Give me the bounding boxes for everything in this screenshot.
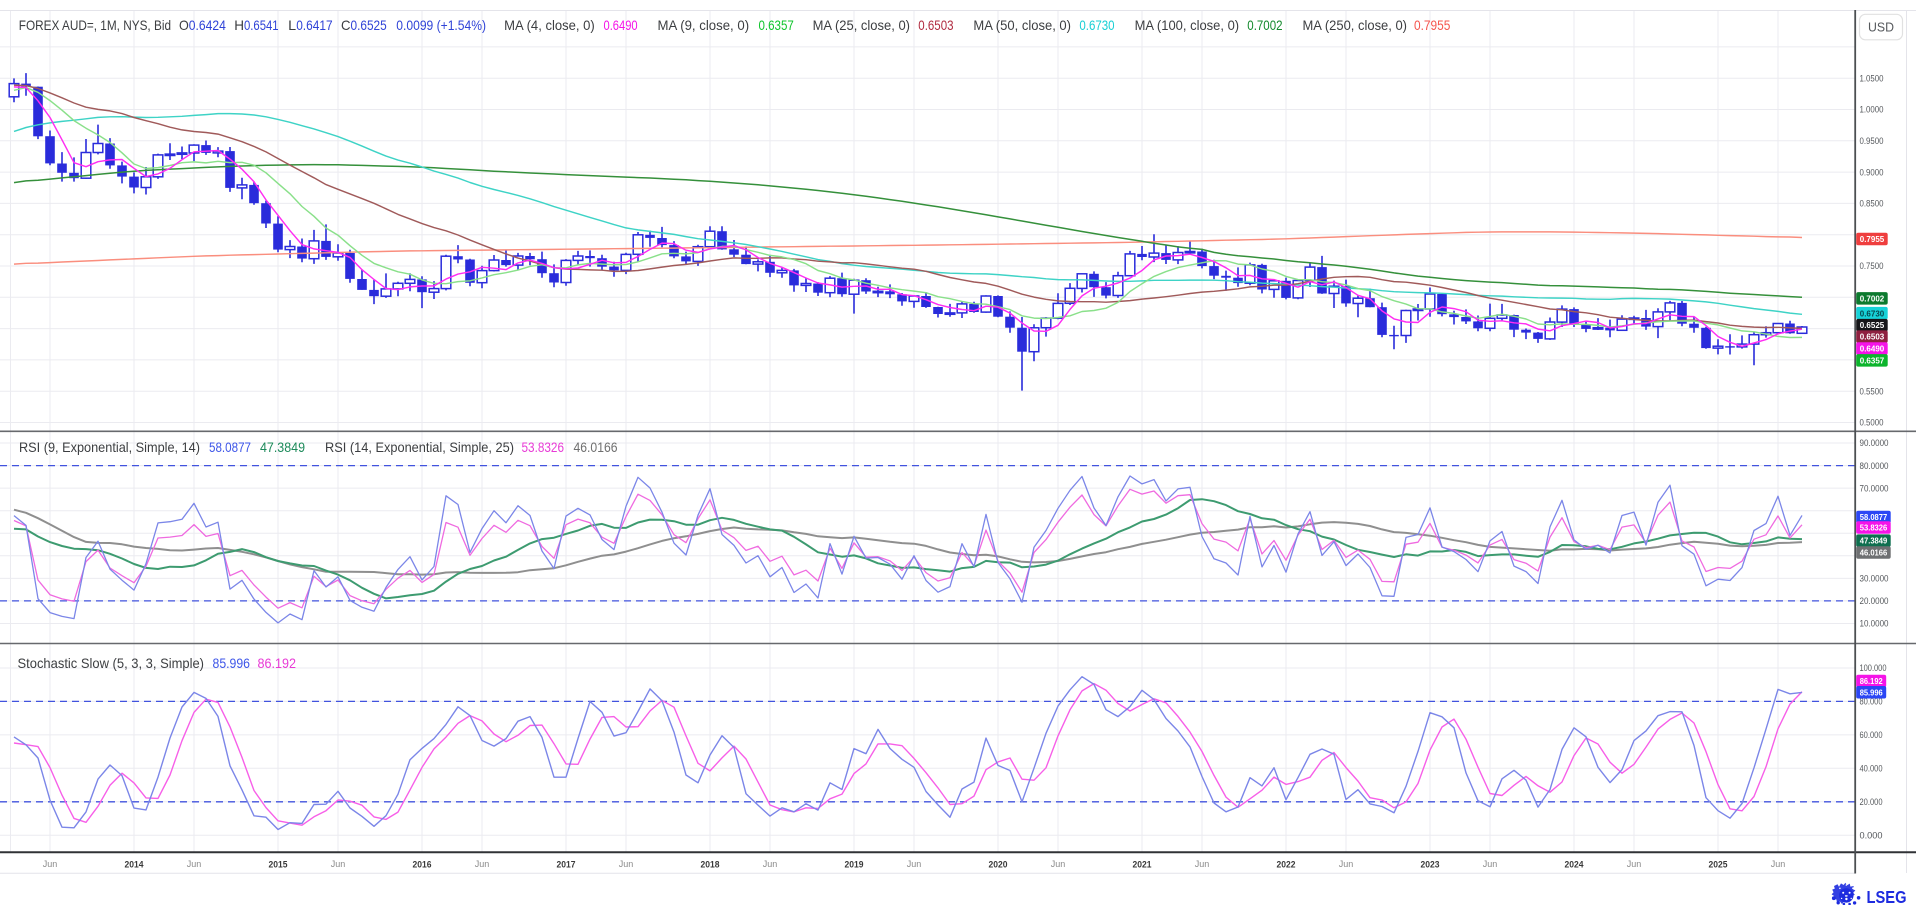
svg-text:0.6490: 0.6490 [604, 17, 638, 33]
svg-text:100.000: 100.000 [1860, 663, 1887, 673]
svg-text:MA (9, close, 0): MA (9, close, 0) [658, 17, 750, 33]
svg-text:RSI (9, Exponential, Simple, 1: RSI (9, Exponential, Simple, 14) [19, 439, 200, 455]
svg-text:20.000: 20.000 [1860, 797, 1883, 807]
svg-text:C: C [341, 17, 351, 33]
svg-text:47.3849: 47.3849 [260, 439, 305, 455]
svg-text:RSI (14, Exponential, Simple,: RSI (14, Exponential, Simple, 25) [325, 439, 514, 455]
svg-text:0.7500: 0.7500 [1860, 261, 1884, 271]
svg-text:Jun: Jun [763, 859, 778, 869]
svg-text:46.0166: 46.0166 [1860, 548, 1888, 558]
svg-text:USD: USD [1868, 20, 1894, 34]
svg-text:1.0000: 1.0000 [1860, 105, 1884, 115]
svg-text:0.6490: 0.6490 [1860, 344, 1885, 354]
svg-text:53.8326: 53.8326 [1860, 523, 1888, 533]
svg-text:46.0166: 46.0166 [574, 439, 618, 455]
svg-text:Jun: Jun [187, 859, 202, 869]
svg-text:80.000: 80.000 [1860, 697, 1883, 707]
svg-text:0.9500: 0.9500 [1860, 136, 1884, 146]
svg-text:85.996: 85.996 [1860, 687, 1883, 697]
svg-text:0.5500: 0.5500 [1860, 386, 1884, 396]
svg-text:2019: 2019 [845, 860, 864, 871]
svg-text:2014: 2014 [125, 860, 145, 871]
svg-text:MA (100, close, 0): MA (100, close, 0) [1135, 17, 1240, 33]
svg-text:Jun: Jun [1195, 859, 1210, 869]
svg-text:Stochastic Slow (5, 3, 3, Simp: Stochastic Slow (5, 3, 3, Simple) [18, 655, 205, 671]
svg-text:60.000: 60.000 [1860, 730, 1883, 740]
svg-text:0.7002: 0.7002 [1860, 293, 1885, 303]
svg-text:47.3849: 47.3849 [1860, 536, 1888, 546]
svg-text:Jun: Jun [331, 859, 346, 869]
svg-text:0.6417: 0.6417 [296, 17, 333, 33]
svg-text:86.192: 86.192 [1860, 676, 1883, 686]
svg-text:2024: 2024 [1565, 860, 1585, 871]
svg-text:Jun: Jun [475, 859, 490, 869]
svg-text:Jun: Jun [619, 859, 634, 869]
svg-text:Jun: Jun [1339, 859, 1354, 869]
svg-text:0.6357: 0.6357 [1860, 356, 1885, 366]
svg-text:2025: 2025 [1709, 860, 1729, 871]
svg-text:0.6525: 0.6525 [351, 17, 387, 33]
svg-text:2016: 2016 [413, 860, 432, 871]
svg-text:Jun: Jun [907, 859, 922, 869]
svg-text:2021: 2021 [1133, 860, 1153, 871]
svg-text:0.6357: 0.6357 [759, 17, 794, 33]
svg-text:1.0500: 1.0500 [1860, 73, 1884, 83]
svg-text:MA (25, close, 0): MA (25, close, 0) [813, 17, 910, 33]
svg-text:MA (4, close, 0): MA (4, close, 0) [504, 17, 595, 33]
svg-text:Jun: Jun [43, 859, 58, 869]
svg-text:Jun: Jun [1051, 859, 1066, 869]
svg-text:86.192: 86.192 [258, 655, 297, 671]
svg-text:2023: 2023 [1421, 860, 1440, 871]
svg-text:2022: 2022 [1277, 860, 1296, 871]
svg-text:2020: 2020 [989, 860, 1008, 871]
svg-text:20.0000: 20.0000 [1860, 596, 1889, 606]
svg-text:85.996: 85.996 [213, 655, 251, 671]
svg-text:2018: 2018 [701, 860, 720, 871]
svg-text:90.0000: 90.0000 [1860, 438, 1889, 448]
svg-text:MA (250, close, 0): MA (250, close, 0) [1303, 17, 1408, 33]
svg-text:0.6424: 0.6424 [189, 17, 226, 33]
svg-text:40.000: 40.000 [1860, 764, 1883, 774]
svg-text:FOREX AUD=, 1M, NYS, Bid: FOREX AUD=, 1M, NYS, Bid [19, 17, 171, 33]
svg-text:53.8326: 53.8326 [522, 439, 565, 455]
svg-text:30.0000: 30.0000 [1860, 574, 1889, 584]
svg-text:0.9000: 0.9000 [1860, 167, 1884, 177]
svg-text:58.0877: 58.0877 [209, 439, 251, 455]
svg-text:Jun: Jun [1627, 859, 1642, 869]
svg-text:0.6503: 0.6503 [918, 17, 953, 33]
svg-text:0.0099 (+1.54%): 0.0099 (+1.54%) [396, 17, 486, 33]
svg-text:0.6503: 0.6503 [1860, 332, 1885, 342]
svg-text:0.5000: 0.5000 [1860, 418, 1884, 428]
svg-text:0.6525: 0.6525 [1860, 320, 1885, 330]
svg-text:Jun: Jun [1483, 859, 1498, 869]
svg-text:0.7955: 0.7955 [1414, 17, 1451, 33]
svg-text:0.7002: 0.7002 [1247, 17, 1282, 33]
svg-text:0.6730: 0.6730 [1079, 17, 1114, 33]
svg-text:Jun: Jun [1771, 859, 1786, 869]
svg-text:H: H [234, 17, 244, 33]
svg-text:2015: 2015 [269, 860, 289, 871]
svg-text:0.6541: 0.6541 [244, 17, 279, 33]
svg-text:0.8500: 0.8500 [1860, 199, 1884, 209]
svg-text:MA (50, close, 0): MA (50, close, 0) [973, 17, 1071, 33]
svg-text:0.000: 0.000 [1860, 830, 1883, 840]
svg-text:10.0000: 10.0000 [1860, 619, 1889, 629]
svg-text:2017: 2017 [557, 860, 576, 871]
svg-text:70.0000: 70.0000 [1860, 483, 1889, 493]
svg-text:0.6730: 0.6730 [1860, 308, 1885, 318]
svg-text:O: O [179, 17, 189, 33]
svg-text:58.0877: 58.0877 [1860, 512, 1888, 522]
svg-text:LSEG: LSEG [1867, 887, 1907, 905]
svg-text:0.7955: 0.7955 [1860, 234, 1885, 244]
svg-text:80.0000: 80.0000 [1860, 461, 1889, 471]
svg-text:L: L [288, 17, 296, 33]
